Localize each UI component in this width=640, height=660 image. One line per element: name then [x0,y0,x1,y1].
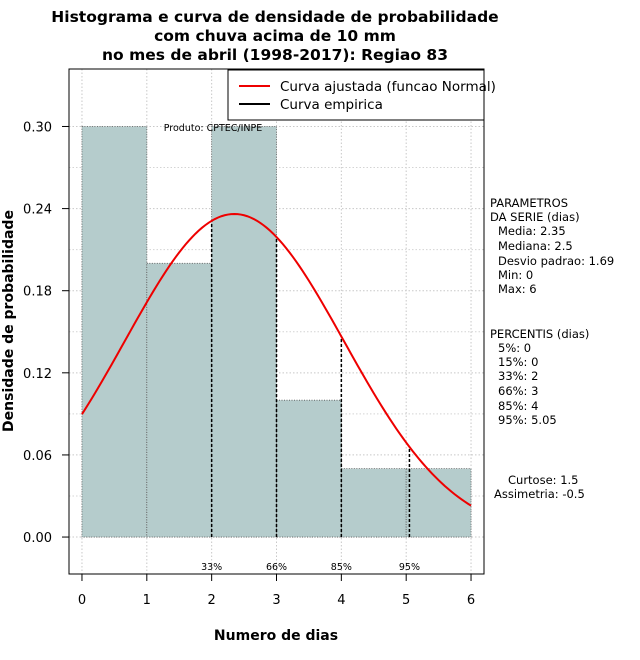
params-title-2: DA SERIE (dias) [490,210,580,224]
y-axis-title: Densidade de probabilidade [1,210,17,432]
stat-min: Min: 0 [498,268,533,282]
legend-box [227,69,485,121]
x-tick-label-1: 1 [143,593,151,608]
x-axis: 0 1 2 3 4 5 6 [78,573,475,608]
y-tick-label-1: 0.06 [23,449,52,464]
histogram-bar-4 [340,468,407,538]
histogram-bar-1 [146,262,213,538]
x-tick-label-2: 2 [208,593,216,608]
histogram-bar-2 [211,126,277,538]
percentil-33: 33%: 2 [498,369,538,383]
y-axis: 0.00 0.06 0.12 0.18 0.24 0.30 [23,120,70,546]
statistics-panel: PARAMETROS DA SERIE (dias) Media: 2.35 M… [490,196,614,501]
histogram-bars [81,126,472,538]
percentile-label-1: 66% [266,562,287,573]
stat-max: Max: 6 [498,282,537,296]
stat-media: Media: 2.35 [498,224,566,238]
percentil-5: 5%: 0 [498,341,531,355]
y-tick-label-3: 0.18 [23,285,52,300]
x-tick-label-6: 6 [467,593,475,608]
legend-fitted-label: Curva ajustada (funcao Normal) [280,79,496,95]
y-tick-label-0: 0.00 [23,531,52,546]
percentil-85: 85%: 4 [498,399,538,413]
percentile-label-2: 85% [331,562,352,573]
legend: Curva ajustada (funcao Normal) Curva emp… [227,69,496,121]
stat-mediana: Mediana: 2.5 [498,239,573,253]
stat-desvio: Desvio padrao: 1.69 [498,254,614,268]
x-axis-title: Numero de dias [214,628,338,644]
x-tick-label-0: 0 [78,593,86,608]
stat-curtose: Curtose: 1.5 [508,473,578,487]
chart-title-line-3: no mes de abril (1998-2017): Regiao 83 [102,46,448,64]
percentile-labels: 33% 66% 85% 95% [201,562,420,573]
percentile-lines [210,220,411,538]
percentil-66: 66%: 3 [498,384,538,398]
watermark: Produto: CPTEC/INPE [164,123,263,134]
stat-assimetria: Assimetria: -0.5 [494,487,585,501]
chart-title-line-1: Histograma e curva de densidade de proba… [51,8,498,26]
histogram-bar-3 [276,399,342,538]
x-tick-label-3: 3 [272,593,280,608]
percentile-label-0: 33% [201,562,222,573]
percentil-15: 15%: 0 [498,355,538,369]
legend-empirical-label: Curva empirica [280,97,383,113]
fitted-normal-curve [81,212,472,507]
percentile-label-3: 95% [399,562,420,573]
x-tick-label-5: 5 [402,593,410,608]
params-title-1: PARAMETROS [490,196,568,210]
x-tick-label-4: 4 [337,593,345,608]
y-tick-label-2: 0.12 [23,367,52,382]
percentil-95: 95%: 5.05 [498,413,557,427]
y-tick-label-5: 0.30 [23,120,52,135]
chart-title-line-2: com chuva acima de 10 mm [154,27,396,45]
percentis-title: PERCENTIS (dias) [490,327,589,341]
y-tick-label-4: 0.24 [23,203,52,218]
histogram-bar-0 [81,126,148,538]
